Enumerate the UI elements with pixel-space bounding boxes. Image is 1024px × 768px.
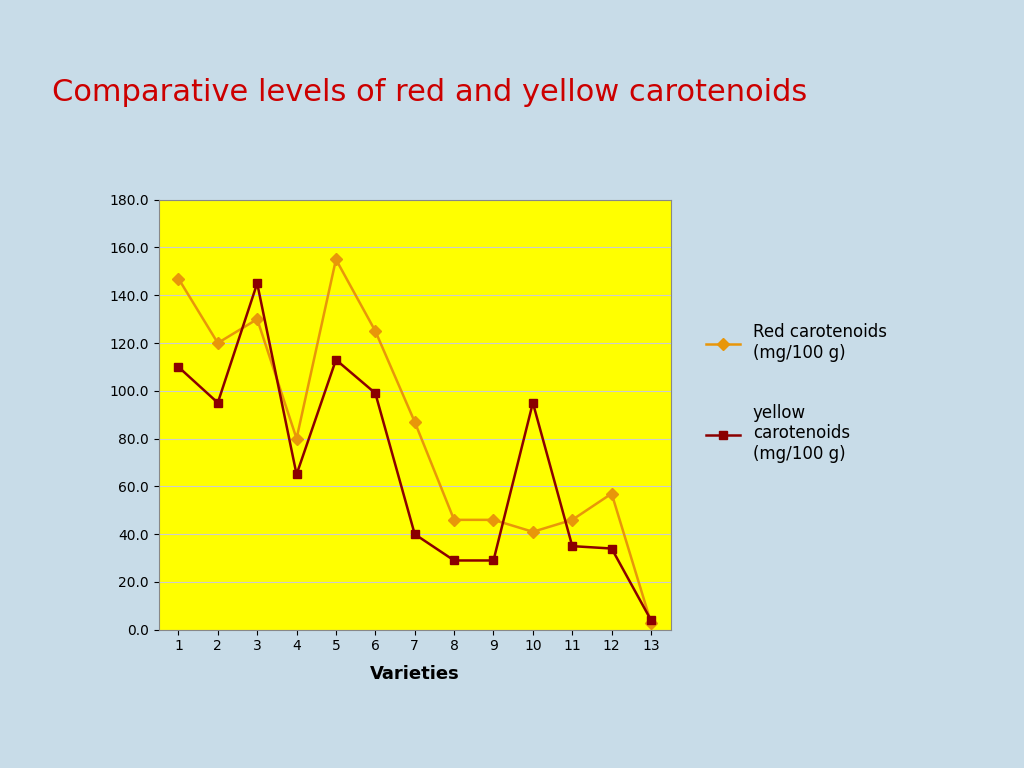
Legend: Red carotenoids
(mg/100 g), yellow
carotenoids
(mg/100 g): Red carotenoids (mg/100 g), yellow carot… [699, 316, 894, 470]
Text: Comparative levels of red and yellow carotenoids: Comparative levels of red and yellow car… [52, 78, 808, 107]
X-axis label: Varieties: Varieties [370, 664, 460, 683]
